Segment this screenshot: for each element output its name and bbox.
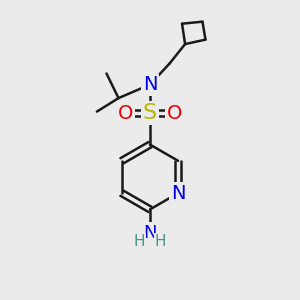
Text: N: N	[171, 184, 185, 203]
Text: S: S	[143, 103, 157, 123]
Text: N: N	[143, 224, 157, 242]
Text: O: O	[167, 103, 182, 123]
Text: H: H	[155, 234, 166, 249]
Text: N: N	[143, 75, 157, 94]
Text: O: O	[118, 103, 133, 123]
Text: H: H	[134, 234, 145, 249]
